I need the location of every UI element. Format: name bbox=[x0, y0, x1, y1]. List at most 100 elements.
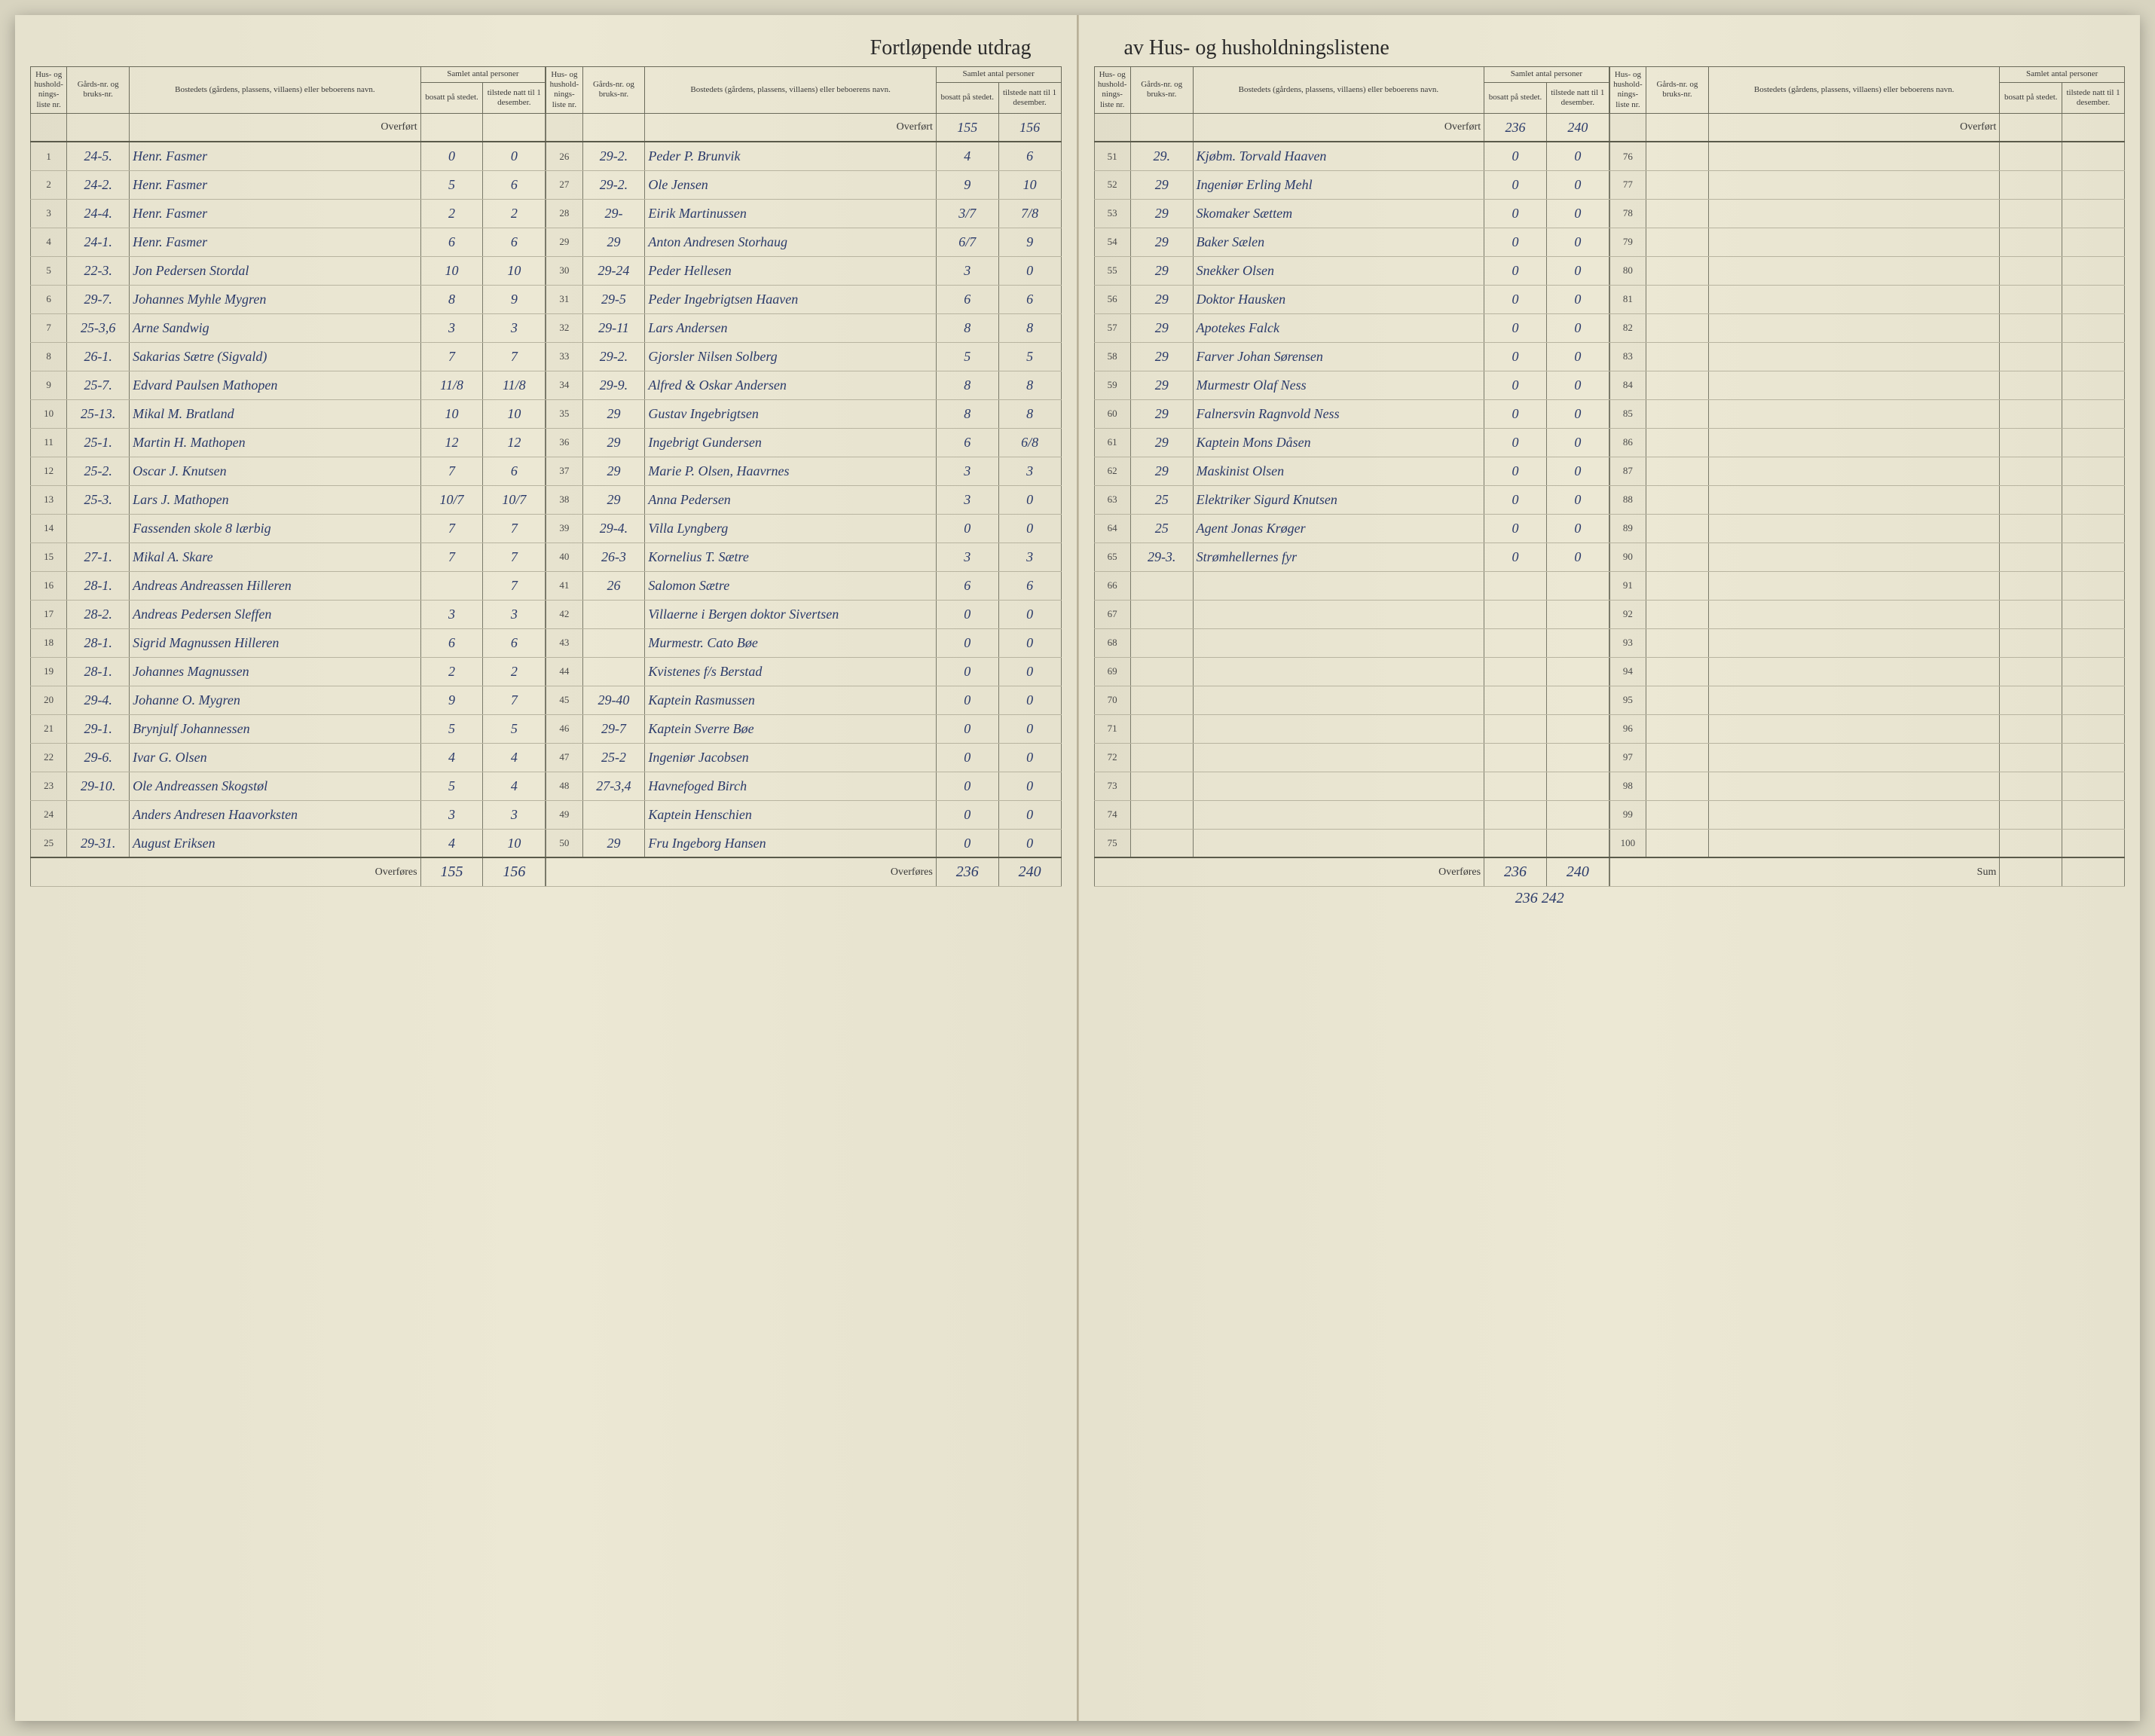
gard-nr: 25-7. bbox=[67, 371, 130, 399]
footer-tilstede bbox=[2062, 857, 2125, 886]
row-number: 45 bbox=[546, 686, 582, 714]
table-row: 38 29 Anna Pedersen 3 0 bbox=[546, 485, 1061, 514]
row-number: 86 bbox=[1609, 428, 1646, 457]
row-number: 82 bbox=[1609, 313, 1646, 342]
row-number: 23 bbox=[31, 772, 67, 800]
table-row: 4 24-1. Henr. Fasmer 6 6 bbox=[31, 228, 546, 256]
table-row: 22 29-6. Ivar G. Olsen 4 4 bbox=[31, 743, 546, 772]
table-row: 96 bbox=[1609, 714, 2124, 743]
table-row: 90 bbox=[1609, 542, 2124, 571]
table-row: 85 bbox=[1609, 399, 2124, 428]
resident-name bbox=[1708, 457, 2000, 485]
table-row: 69 bbox=[1094, 657, 1609, 686]
gard-nr: 28-1. bbox=[67, 657, 130, 686]
table-row: 78 bbox=[1609, 199, 2124, 228]
table-row: 57 29 Apotekes Falck 0 0 bbox=[1094, 313, 1609, 342]
row-number: 33 bbox=[546, 342, 582, 371]
gard-nr bbox=[1646, 772, 1709, 800]
table-row: 77 bbox=[1609, 170, 2124, 199]
row-number: 75 bbox=[1094, 829, 1130, 857]
gard-nr: 29 bbox=[1130, 457, 1193, 485]
resident-name: Farver Johan Sørensen bbox=[1193, 342, 1484, 371]
bosatt-count bbox=[2000, 371, 2062, 399]
resident-name: Ole Jensen bbox=[645, 170, 937, 199]
hdr-tilstede: tilstede natt til 1 desember. bbox=[998, 82, 1061, 113]
row-number: 26 bbox=[546, 142, 582, 170]
bosatt-count bbox=[2000, 285, 2062, 313]
resident-name bbox=[1708, 285, 2000, 313]
bosatt-count: 5 bbox=[420, 170, 483, 199]
carry-bosatt bbox=[2000, 113, 2062, 142]
row-number: 14 bbox=[31, 514, 67, 542]
table-row: 63 25 Elektriker Sigurd Knutsen 0 0 bbox=[1094, 485, 1609, 514]
gard-nr: 27-1. bbox=[67, 542, 130, 571]
table-row: 74 bbox=[1094, 800, 1609, 829]
gard-nr bbox=[582, 600, 645, 628]
table-row: 73 bbox=[1094, 772, 1609, 800]
tilstede-count bbox=[2062, 285, 2125, 313]
footer-tilstede: 240 bbox=[1546, 857, 1609, 886]
tilstede-count bbox=[2062, 571, 2125, 600]
gard-nr: 29 bbox=[1130, 428, 1193, 457]
tilstede-count: 0 bbox=[1546, 142, 1609, 170]
gard-nr: 29 bbox=[582, 829, 645, 857]
resident-name bbox=[1708, 686, 2000, 714]
row-number: 98 bbox=[1609, 772, 1646, 800]
gard-nr: 25-13. bbox=[67, 399, 130, 428]
resident-name: Henr. Fasmer bbox=[130, 199, 421, 228]
resident-name bbox=[1708, 657, 2000, 686]
table-row: 43 Murmestr. Cato Bøe 0 0 bbox=[546, 628, 1061, 657]
bosatt-count bbox=[1484, 800, 1547, 829]
gard-nr: 29-24 bbox=[582, 256, 645, 285]
table-row: 84 bbox=[1609, 371, 2124, 399]
row-number: 94 bbox=[1609, 657, 1646, 686]
resident-name bbox=[1708, 571, 2000, 600]
gard-nr bbox=[1646, 371, 1709, 399]
title-left: Fortløpende utdrag bbox=[30, 36, 1062, 60]
tilstede-count bbox=[1546, 800, 1609, 829]
gard-nr bbox=[1646, 285, 1709, 313]
tilstede-count bbox=[2062, 514, 2125, 542]
tilstede-count: 0 bbox=[1546, 228, 1609, 256]
bosatt-count bbox=[1484, 714, 1547, 743]
row-number: 78 bbox=[1609, 199, 1646, 228]
row-number: 44 bbox=[546, 657, 582, 686]
bosatt-count: 0 bbox=[1484, 457, 1547, 485]
gard-nr: 29-7 bbox=[582, 714, 645, 743]
table-row: 25 29-31. August Eriksen 4 10 bbox=[31, 829, 546, 857]
bosatt-count: 6 bbox=[420, 628, 483, 657]
gard-nr: 29-31. bbox=[67, 829, 130, 857]
gard-nr: 28-1. bbox=[67, 628, 130, 657]
row-number: 52 bbox=[1094, 170, 1130, 199]
bosatt-count bbox=[2000, 199, 2062, 228]
resident-name: Henr. Fasmer bbox=[130, 142, 421, 170]
carry-bosatt bbox=[420, 113, 483, 142]
gard-nr: 27-3,4 bbox=[582, 772, 645, 800]
tilstede-count: 5 bbox=[998, 342, 1061, 371]
table-row: 45 29-40 Kaptein Rasmussen 0 0 bbox=[546, 686, 1061, 714]
gard-nr: 29- bbox=[582, 199, 645, 228]
tilstede-count: 0 bbox=[998, 686, 1061, 714]
gard-nr: 29-2. bbox=[582, 342, 645, 371]
footer-label: Overføres bbox=[1094, 857, 1484, 886]
row-number: 65 bbox=[1094, 542, 1130, 571]
gard-nr bbox=[67, 514, 130, 542]
gard-nr bbox=[1646, 800, 1709, 829]
left-page: Fortløpende utdrag Hus- og hushold-nings… bbox=[15, 15, 1078, 1721]
resident-name: Mikal M. Bratland bbox=[130, 399, 421, 428]
table-row: 1 24-5. Henr. Fasmer 0 0 bbox=[31, 142, 546, 170]
bosatt-count: 7 bbox=[420, 342, 483, 371]
gard-nr: 26-1. bbox=[67, 342, 130, 371]
row-number: 41 bbox=[546, 571, 582, 600]
row-number: 80 bbox=[1609, 256, 1646, 285]
bosatt-count bbox=[2000, 313, 2062, 342]
table-row: 30 29-24 Peder Hellesen 3 0 bbox=[546, 256, 1061, 285]
tilstede-count: 3 bbox=[998, 542, 1061, 571]
resident-name: Kjøbm. Torvald Haaven bbox=[1193, 142, 1484, 170]
carry-bosatt: 155 bbox=[936, 113, 998, 142]
bosatt-count: 2 bbox=[420, 657, 483, 686]
resident-name: Sigrid Magnussen Hilleren bbox=[130, 628, 421, 657]
resident-name: Martin H. Mathopen bbox=[130, 428, 421, 457]
tilstede-count: 0 bbox=[998, 514, 1061, 542]
tilstede-count: 8 bbox=[998, 399, 1061, 428]
